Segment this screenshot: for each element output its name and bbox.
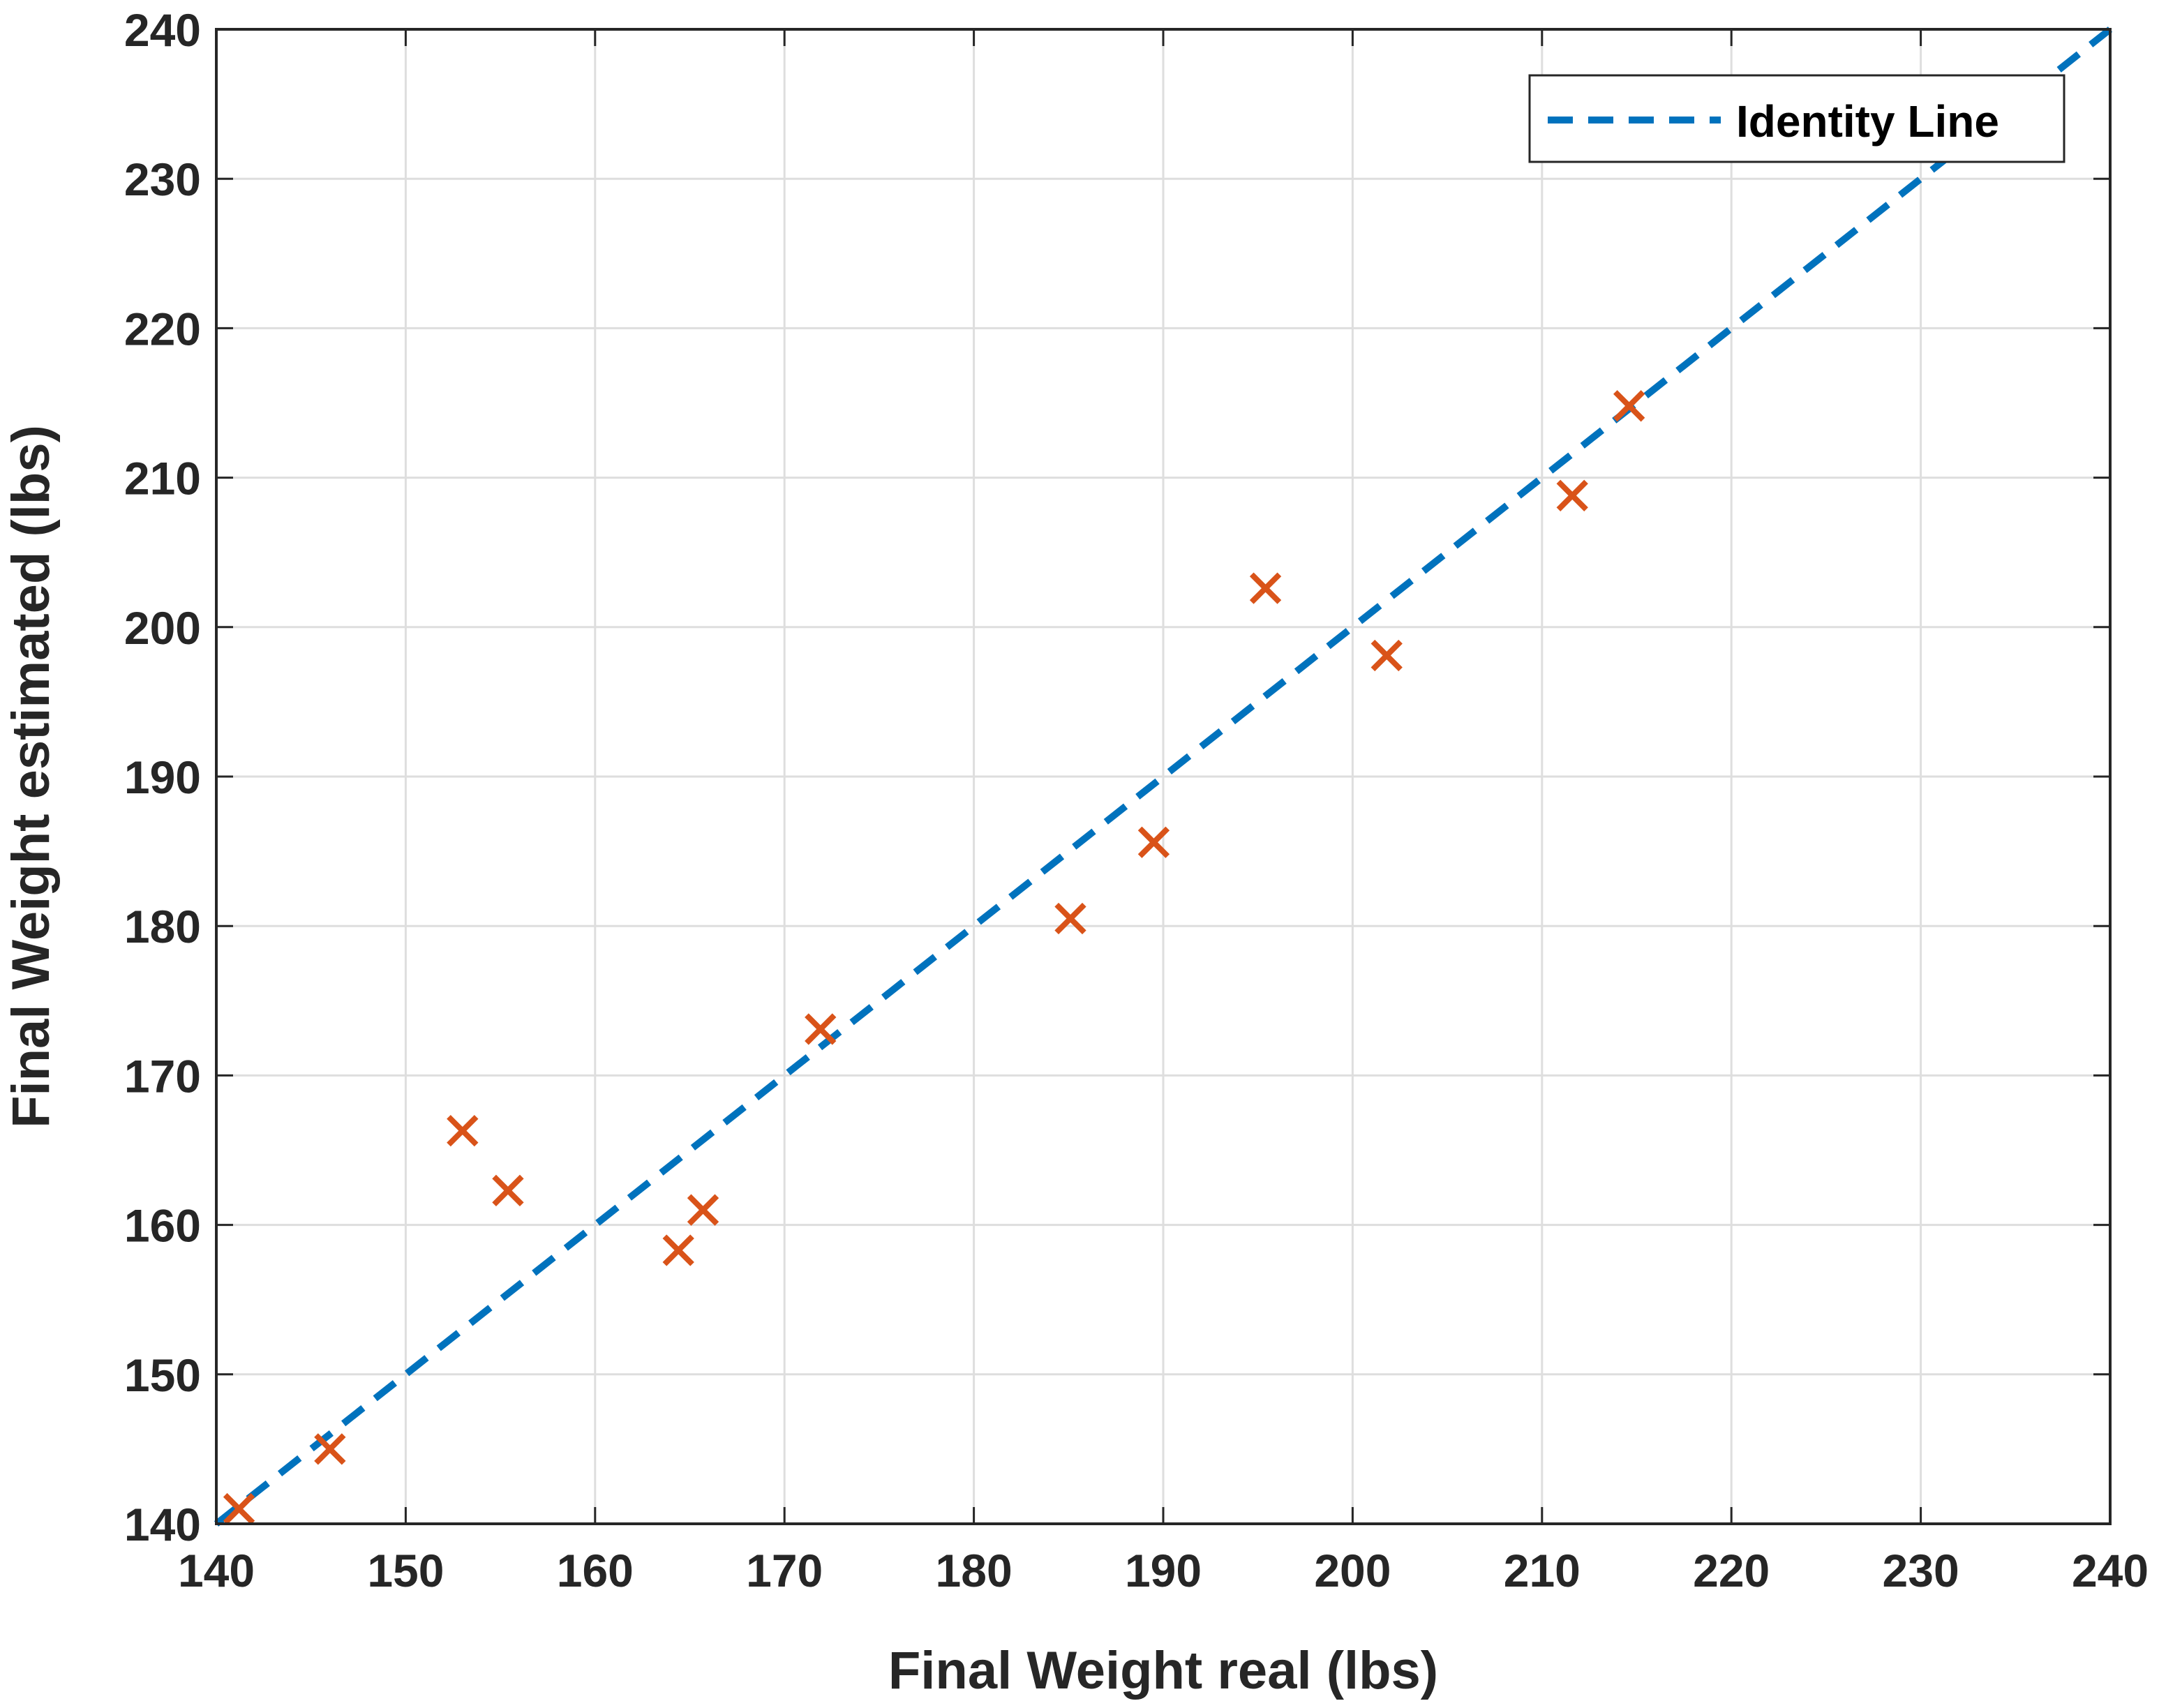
y-tick-label: 140 xyxy=(124,1499,201,1550)
x-tick-label: 150 xyxy=(367,1545,444,1596)
y-tick-label: 190 xyxy=(124,751,201,803)
x-tick-label: 240 xyxy=(2072,1545,2149,1596)
marker-stroke xyxy=(805,1013,837,1045)
data-markers xyxy=(223,390,1645,1525)
y-tick-label: 210 xyxy=(124,453,201,504)
marker-stroke xyxy=(1556,479,1588,511)
data-point-marker xyxy=(687,1194,719,1226)
y-axis-label: Final Weight estimated (lbs) xyxy=(1,425,61,1128)
y-tick-labels: 140 150 160 170 180 190 200 210 220 230 240 xyxy=(124,4,201,1550)
axis-ticks xyxy=(215,28,2112,1525)
data-point-marker xyxy=(1137,826,1170,858)
data-point-marker xyxy=(1054,902,1086,935)
data-point-marker xyxy=(492,1174,524,1206)
data-point-marker xyxy=(1370,639,1403,672)
data-point-marker xyxy=(805,1013,837,1045)
marker-stroke xyxy=(662,1234,694,1266)
marker-stroke xyxy=(447,1114,479,1147)
data-point-marker xyxy=(223,1492,255,1525)
marker-stroke xyxy=(1370,639,1403,672)
data-point-marker xyxy=(662,1234,694,1266)
y-tick-label: 170 xyxy=(124,1050,201,1102)
marker-stroke xyxy=(223,1492,255,1525)
data-point-marker xyxy=(1613,390,1645,422)
x-tick-label: 220 xyxy=(1693,1545,1770,1596)
data-point-marker xyxy=(314,1433,346,1465)
x-axis-label: Final Weight real (lbs) xyxy=(888,1641,1438,1700)
marker-stroke xyxy=(314,1433,346,1465)
y-tick-label: 220 xyxy=(124,303,201,354)
x-tick-label: 230 xyxy=(1883,1545,1959,1596)
marker-stroke xyxy=(492,1174,524,1206)
y-tick-label: 160 xyxy=(124,1200,201,1252)
x-tick-label: 160 xyxy=(557,1545,634,1596)
x-tick-label: 140 xyxy=(178,1545,255,1596)
y-tick-label: 240 xyxy=(124,4,201,56)
legend-label-identity-line: Identity Line xyxy=(1736,96,1999,147)
data-point-marker xyxy=(447,1114,479,1147)
y-tick-label: 230 xyxy=(124,153,201,205)
legend-box xyxy=(1528,74,2065,163)
marker-stroke xyxy=(1137,826,1170,858)
y-tick-label: 200 xyxy=(124,602,201,654)
data-point-marker xyxy=(1556,479,1588,511)
y-tick-label: 180 xyxy=(124,901,201,952)
x-tick-labels: 140 150 160 170 180 190 200 210 220 230 240 xyxy=(178,1545,2149,1596)
x-tick-label: 210 xyxy=(1504,1545,1581,1596)
data-point-marker xyxy=(1249,572,1282,604)
legend: Identity Line xyxy=(1528,74,2065,163)
x-tick-label: 200 xyxy=(1314,1545,1391,1596)
y-tick-label: 150 xyxy=(124,1349,201,1401)
marker-stroke xyxy=(1613,390,1645,422)
x-tick-label: 170 xyxy=(746,1545,823,1596)
marker-stroke xyxy=(687,1194,719,1226)
x-tick-label: 180 xyxy=(936,1545,1013,1596)
marker-stroke xyxy=(1249,572,1282,604)
marker-stroke xyxy=(1054,902,1086,935)
x-tick-label: 190 xyxy=(1125,1545,1202,1596)
